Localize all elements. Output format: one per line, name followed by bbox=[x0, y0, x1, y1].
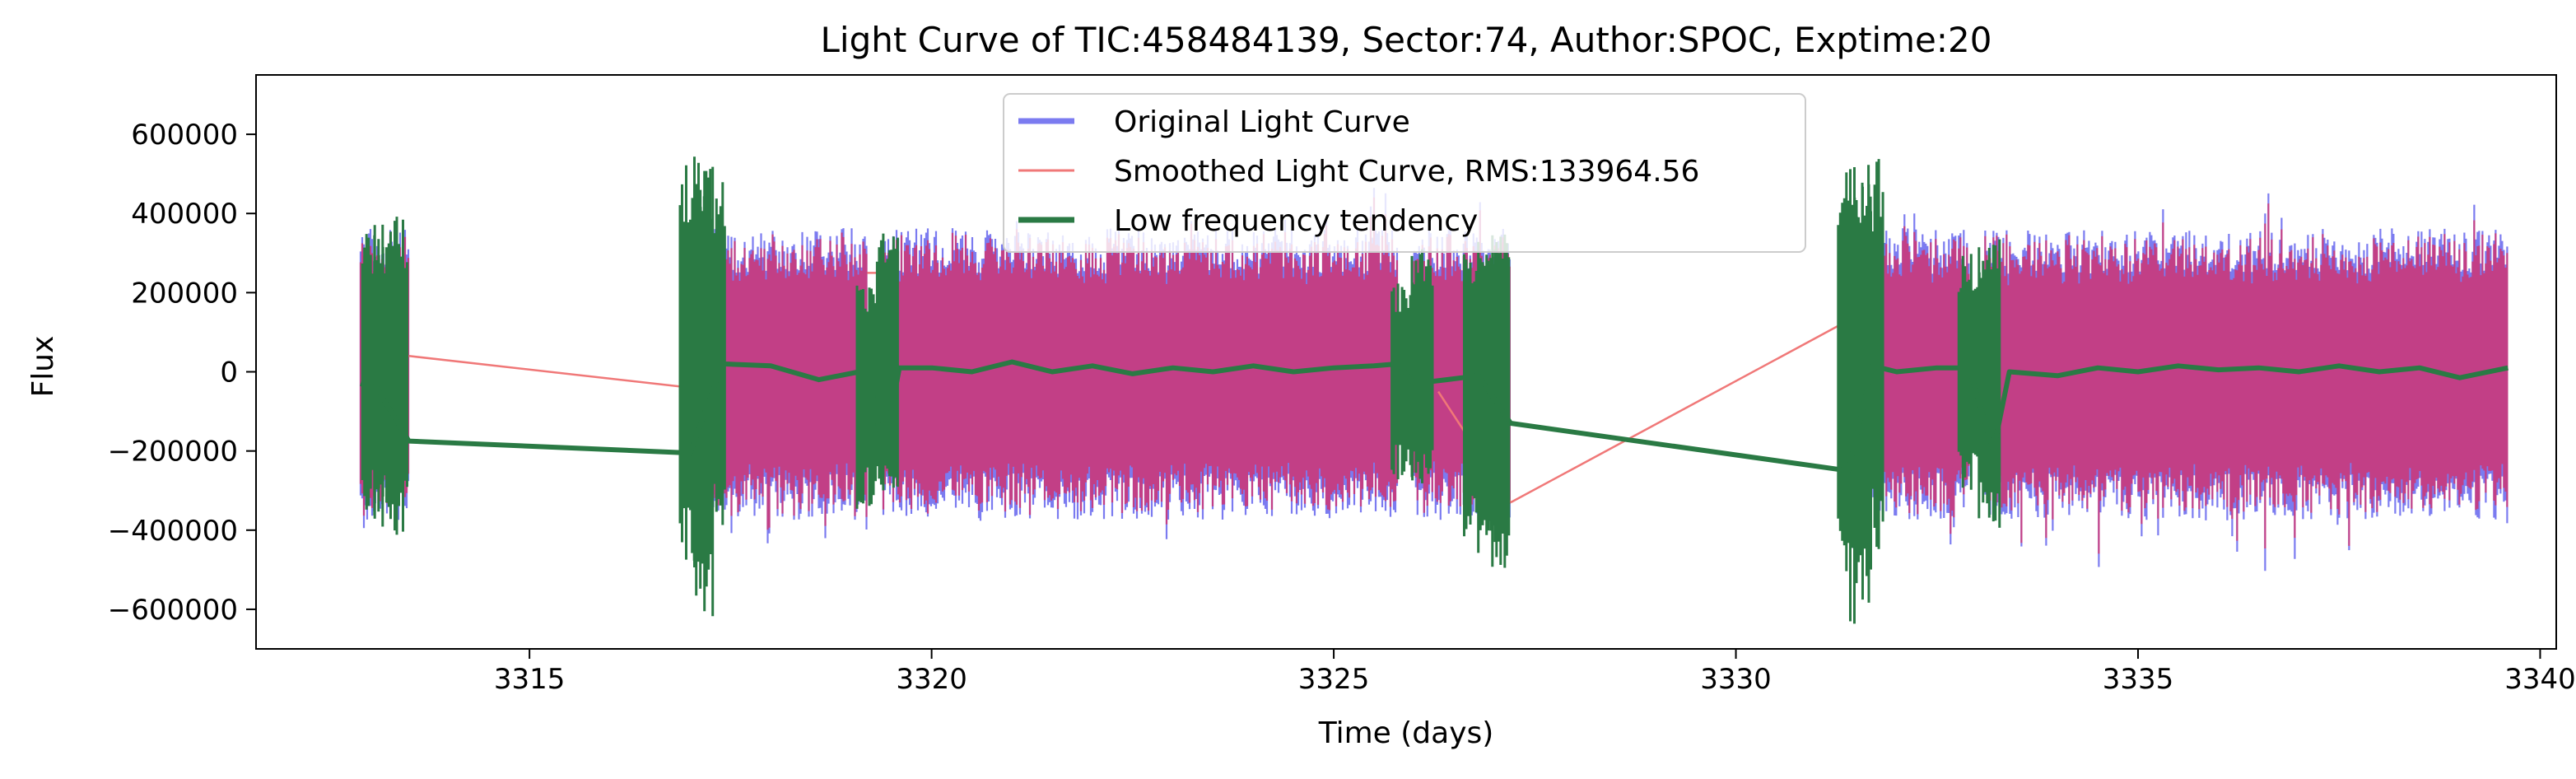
y-tick-label: 600000 bbox=[131, 119, 238, 152]
trend-spike bbox=[875, 233, 899, 491]
y-axis: −600000 −400000 −200000 0 200000 400000 600000 bbox=[108, 119, 256, 627]
plot-area bbox=[359, 156, 2509, 624]
legend-label-smoothed: Smoothed Light Curve, RMS:133964.56 bbox=[1114, 155, 1699, 189]
x-tick-label: 3315 bbox=[494, 663, 566, 696]
y-tick-label: 0 bbox=[220, 357, 238, 390]
x-axis: 3315 3320 3325 3330 3335 3340 bbox=[494, 649, 2576, 696]
x-tick-label: 3325 bbox=[1298, 663, 1370, 696]
y-tick-label: −600000 bbox=[108, 594, 238, 627]
x-tick-label: 3335 bbox=[2103, 663, 2174, 696]
legend-box bbox=[1003, 93, 1806, 253]
x-tick-label: 3320 bbox=[896, 663, 967, 696]
trend-spike bbox=[702, 169, 726, 536]
smoothed-light-curve-segment bbox=[1984, 203, 2508, 554]
y-tick-label: −200000 bbox=[108, 436, 238, 469]
legend-label-original: Original Light Curve bbox=[1114, 105, 1410, 139]
low-frequency-tendency-line bbox=[360, 359, 2509, 473]
trend-spike bbox=[385, 217, 408, 535]
trend-spike bbox=[1410, 249, 1434, 483]
x-tick-label: 3340 bbox=[2504, 663, 2576, 696]
legend-label-trend: Low frequency tendency bbox=[1114, 204, 1478, 238]
y-axis-label: Flux bbox=[26, 336, 60, 398]
trend-spike bbox=[1861, 159, 1884, 549]
plot-frame bbox=[255, 74, 2557, 650]
y-tick-label: −400000 bbox=[108, 515, 238, 548]
smoothed-gap-line bbox=[408, 355, 691, 389]
y-tick-label: 200000 bbox=[131, 277, 238, 310]
chart-title: Light Curve of TIC:458484139, Sector:74,… bbox=[821, 20, 1992, 60]
smoothed-gap-line bbox=[1510, 319, 1849, 504]
x-tick-label: 3330 bbox=[1700, 663, 1772, 696]
legend: Original Light Curve Smoothed Light Curv… bbox=[1003, 93, 1806, 253]
x-axis-label: Time (days) bbox=[1318, 716, 1494, 750]
y-tick-label: 400000 bbox=[131, 198, 238, 231]
trend-spike bbox=[1977, 239, 2001, 528]
